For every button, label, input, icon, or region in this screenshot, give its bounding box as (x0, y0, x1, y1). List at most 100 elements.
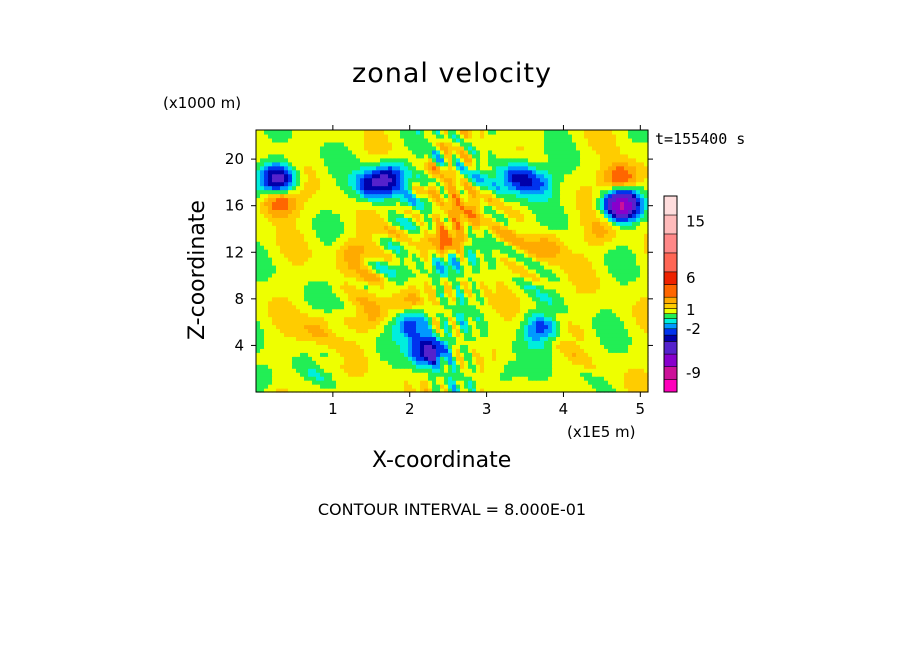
field-cell (572, 304, 577, 310)
field-cell (348, 205, 353, 210)
field-cell (392, 300, 397, 306)
field-cell (516, 368, 521, 373)
field-cell (348, 356, 353, 361)
field-cell (540, 229, 545, 234)
field-cell (612, 360, 617, 365)
field-cell (440, 217, 445, 222)
field-cell (504, 237, 509, 242)
field-cell (364, 296, 369, 302)
field-cell (336, 197, 341, 203)
field-cell (632, 296, 637, 302)
field-cell (368, 388, 373, 393)
field-cell (528, 229, 533, 234)
field-cell (480, 368, 485, 373)
time-label: t=155400 s (655, 130, 746, 148)
field-cell (552, 237, 557, 242)
field-cell (260, 324, 265, 330)
field-cell (504, 368, 509, 373)
field-cell (428, 324, 433, 330)
field-cell (604, 300, 609, 306)
field-cell (604, 237, 609, 242)
field-cell (568, 280, 573, 286)
field-cell (580, 356, 585, 361)
field-cell (636, 284, 641, 290)
field-cell (580, 205, 585, 210)
field-cell (480, 352, 485, 357)
field-cell (464, 320, 469, 326)
field-cell (488, 384, 493, 389)
field-cell (580, 280, 585, 286)
field-cell (640, 201, 645, 207)
field-cell (464, 241, 469, 246)
field-cell (268, 312, 273, 318)
field-cell (580, 348, 585, 353)
field-cell (480, 284, 485, 290)
field-cell (588, 372, 593, 377)
field-cell (388, 193, 393, 199)
field-cell (408, 189, 413, 195)
field-cell (468, 344, 473, 349)
field-cell (468, 245, 473, 250)
field-cell (456, 348, 461, 353)
field-cell (504, 380, 509, 385)
field-cell (364, 324, 369, 330)
field-cell (400, 249, 405, 254)
field-cell (504, 364, 509, 369)
field-cell (488, 336, 493, 341)
field-cell (460, 193, 465, 199)
field-cell (268, 253, 273, 258)
field-cell (548, 253, 553, 258)
field-cell (284, 201, 289, 207)
field-cell (588, 264, 593, 270)
field-cell (352, 272, 357, 278)
field-cell (356, 336, 361, 341)
field-cell (520, 249, 525, 254)
field-cell (460, 221, 465, 226)
field-cell (332, 304, 337, 310)
field-cell (520, 272, 525, 278)
field-cell (320, 257, 325, 262)
field-cell (556, 324, 561, 330)
field-cell (292, 372, 297, 377)
field-cell (320, 384, 325, 389)
field-cell (280, 221, 285, 226)
field-cell (384, 245, 389, 250)
field-cell (500, 284, 505, 290)
field-cell (436, 376, 441, 381)
field-cell (644, 332, 649, 338)
field-cell (452, 300, 457, 306)
field-cell (616, 388, 621, 393)
field-cell (460, 320, 465, 326)
field-cell (376, 233, 381, 238)
field-cell (568, 189, 573, 195)
field-cell (476, 384, 481, 389)
field-cell (404, 213, 409, 218)
field-cell (384, 304, 389, 310)
field-cell (336, 205, 341, 210)
field-cell (616, 261, 621, 266)
field-cell (584, 237, 589, 242)
field-cell (256, 249, 261, 254)
field-cell (588, 304, 593, 310)
field-cell (428, 340, 433, 345)
field-cell (492, 272, 497, 278)
field-cell (404, 225, 409, 230)
field-cell (476, 268, 481, 274)
field-cell (308, 352, 313, 357)
field-cell (476, 324, 481, 330)
field-cell (444, 380, 449, 385)
field-cell (296, 284, 301, 290)
field-cell (464, 193, 469, 199)
field-cell (636, 296, 641, 302)
field-cell (564, 193, 569, 199)
field-cell (564, 364, 569, 369)
field-cell (588, 229, 593, 234)
field-cell (412, 348, 417, 353)
field-cell (396, 328, 401, 334)
field-cell (324, 352, 329, 357)
field-cell (420, 336, 425, 341)
field-cell (392, 360, 397, 365)
field-cell (304, 272, 309, 278)
field-cell (260, 316, 265, 322)
field-cell (344, 364, 349, 369)
